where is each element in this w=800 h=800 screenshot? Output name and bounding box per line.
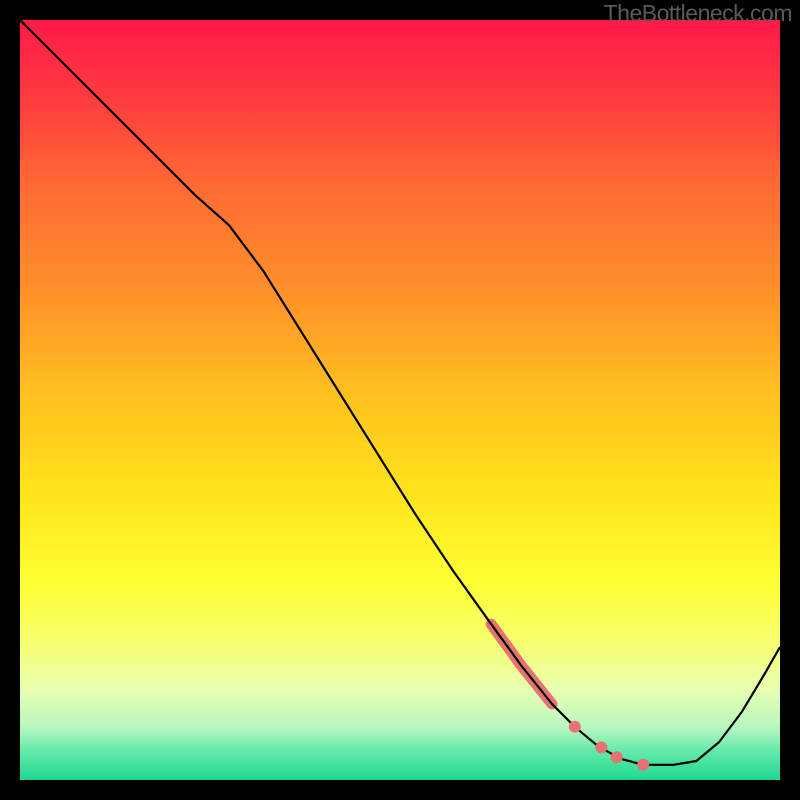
chart-container: TheBottleneck.com [0,0,800,800]
watermark-text: TheBottleneck.com [604,0,792,27]
bottleneck-line [20,20,780,765]
chart-svg [20,20,780,780]
plot-area [20,20,780,780]
